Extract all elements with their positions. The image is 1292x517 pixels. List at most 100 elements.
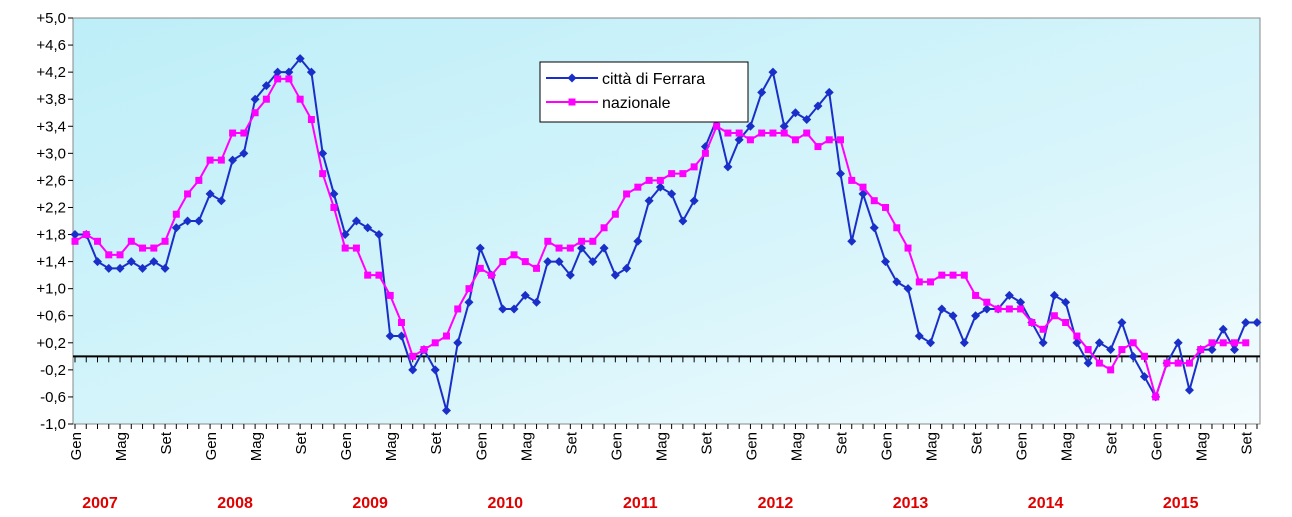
point (927, 278, 935, 286)
point (520, 290, 530, 300)
y-tick-label: +3,0 (36, 145, 66, 162)
point (645, 176, 653, 184)
point (397, 319, 405, 326)
point (262, 95, 270, 103)
point (611, 210, 619, 218)
point (150, 244, 158, 252)
point (566, 244, 574, 252)
point (588, 257, 598, 267)
point (949, 271, 957, 279)
year-label: 2011 (623, 495, 658, 512)
point (284, 67, 294, 77)
point (972, 291, 980, 299)
point (217, 156, 225, 164)
point (306, 67, 316, 77)
legend-marker (567, 73, 577, 83)
point (994, 305, 1002, 313)
point (1219, 339, 1227, 347)
point (1163, 359, 1171, 367)
point (1230, 339, 1238, 347)
point (869, 223, 879, 233)
point (1241, 318, 1251, 327)
point (385, 331, 395, 341)
point (319, 170, 327, 178)
point (498, 304, 508, 314)
point (779, 121, 789, 131)
point (105, 251, 113, 259)
point (1197, 346, 1205, 354)
point (1049, 290, 1059, 300)
point (251, 109, 259, 117)
point (1118, 346, 1126, 354)
point (465, 285, 473, 293)
point (668, 170, 676, 178)
point (420, 346, 428, 354)
point (892, 277, 902, 287)
point (656, 176, 664, 184)
x-tick-label: Set (969, 431, 986, 454)
point (1129, 339, 1137, 347)
legend-marker (568, 98, 576, 106)
x-tick-label: Mag (383, 432, 400, 461)
point (184, 190, 192, 198)
point (814, 143, 822, 151)
point (499, 258, 507, 266)
y-tick-label: +1,4 (36, 254, 66, 271)
point (948, 311, 958, 321)
point (261, 81, 271, 91)
point (610, 270, 620, 280)
point (1050, 312, 1058, 320)
point (599, 243, 609, 253)
point (307, 116, 315, 123)
year-label: 2009 (352, 495, 388, 512)
point (250, 94, 260, 104)
x-tick-label: Gen (68, 432, 85, 460)
point (318, 148, 328, 158)
point (1094, 338, 1104, 348)
point (904, 244, 912, 252)
point (364, 271, 372, 279)
point (1140, 352, 1148, 360)
point (1184, 385, 1194, 395)
legend-box (539, 61, 749, 123)
series-line (75, 57, 1257, 411)
point (554, 257, 564, 267)
x-tick-label: Mag (788, 432, 805, 461)
x-tick-label: Mag (653, 432, 670, 461)
point (94, 237, 102, 245)
point (408, 365, 418, 375)
x-tick-label: Mag (113, 432, 130, 461)
point (285, 75, 293, 83)
point (216, 196, 226, 206)
x-tick-label: Set (1239, 431, 1256, 454)
point (274, 75, 282, 83)
x-tick-label: Set (698, 431, 715, 454)
y-tick-label: +2,2 (36, 199, 66, 216)
point (723, 162, 733, 172)
point (983, 298, 991, 306)
point (138, 263, 148, 273)
point (1185, 359, 1193, 367)
point (139, 244, 147, 252)
point (655, 182, 665, 192)
point (622, 263, 632, 273)
point (679, 170, 687, 178)
point (195, 176, 203, 184)
point (273, 67, 283, 77)
point (791, 136, 799, 144)
point (1106, 345, 1116, 355)
point (510, 251, 518, 259)
x-tick-label: Set (563, 431, 580, 454)
point (71, 237, 79, 245)
point (644, 196, 654, 206)
y-tick-label: +0,2 (36, 335, 66, 352)
x-tick-label: Gen (473, 432, 490, 460)
point (1242, 339, 1250, 347)
point (915, 278, 923, 286)
point (1229, 345, 1239, 355)
point (881, 257, 891, 267)
point (116, 251, 124, 259)
point (757, 87, 767, 97)
point (396, 331, 406, 341)
